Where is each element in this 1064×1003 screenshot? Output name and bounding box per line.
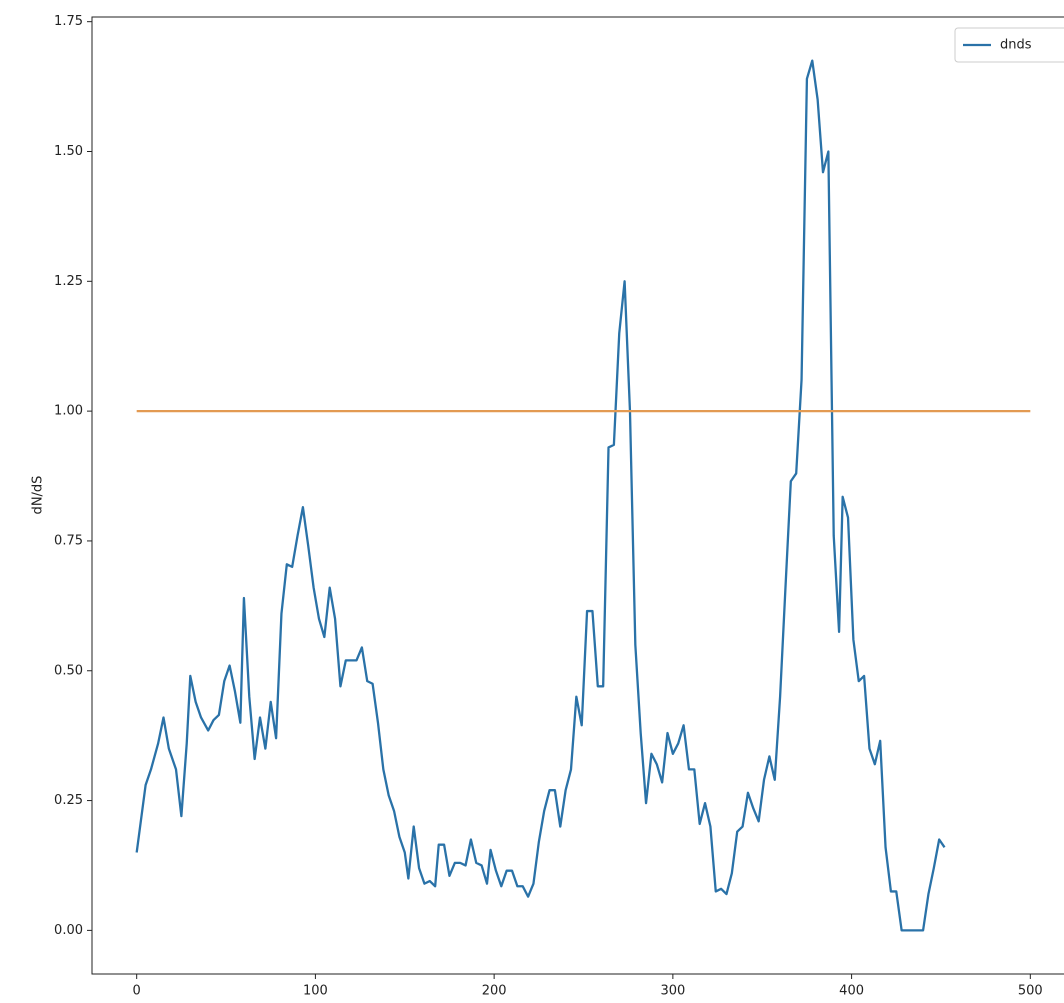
y-tick-label: 1.25 (54, 274, 83, 289)
y-tick-label: 0.75 (54, 533, 83, 548)
x-tick-label: 300 (660, 984, 685, 999)
line-series (135, 59, 946, 932)
x-tick-label: 400 (839, 984, 864, 999)
plot-frame (91, 16, 1064, 975)
legend-label: dnds (1000, 38, 1032, 53)
x-tick-label: 100 (303, 984, 328, 999)
x-tick-label: 500 (1018, 984, 1043, 999)
y-tick-label: 1.00 (54, 404, 83, 419)
x-tick-label: 200 (482, 984, 507, 999)
legend-box (954, 27, 1064, 63)
y-tick-label: 1.50 (54, 144, 83, 159)
y-tick-label: 0.50 (54, 663, 83, 678)
y-tick-label: 0.25 (54, 793, 83, 808)
y-tick-label: 0.00 (54, 923, 83, 938)
y-axis-label: dN/dS (31, 476, 46, 515)
x-tick-label: 0 (133, 984, 141, 999)
y-tick-label: 1.75 (54, 14, 83, 29)
